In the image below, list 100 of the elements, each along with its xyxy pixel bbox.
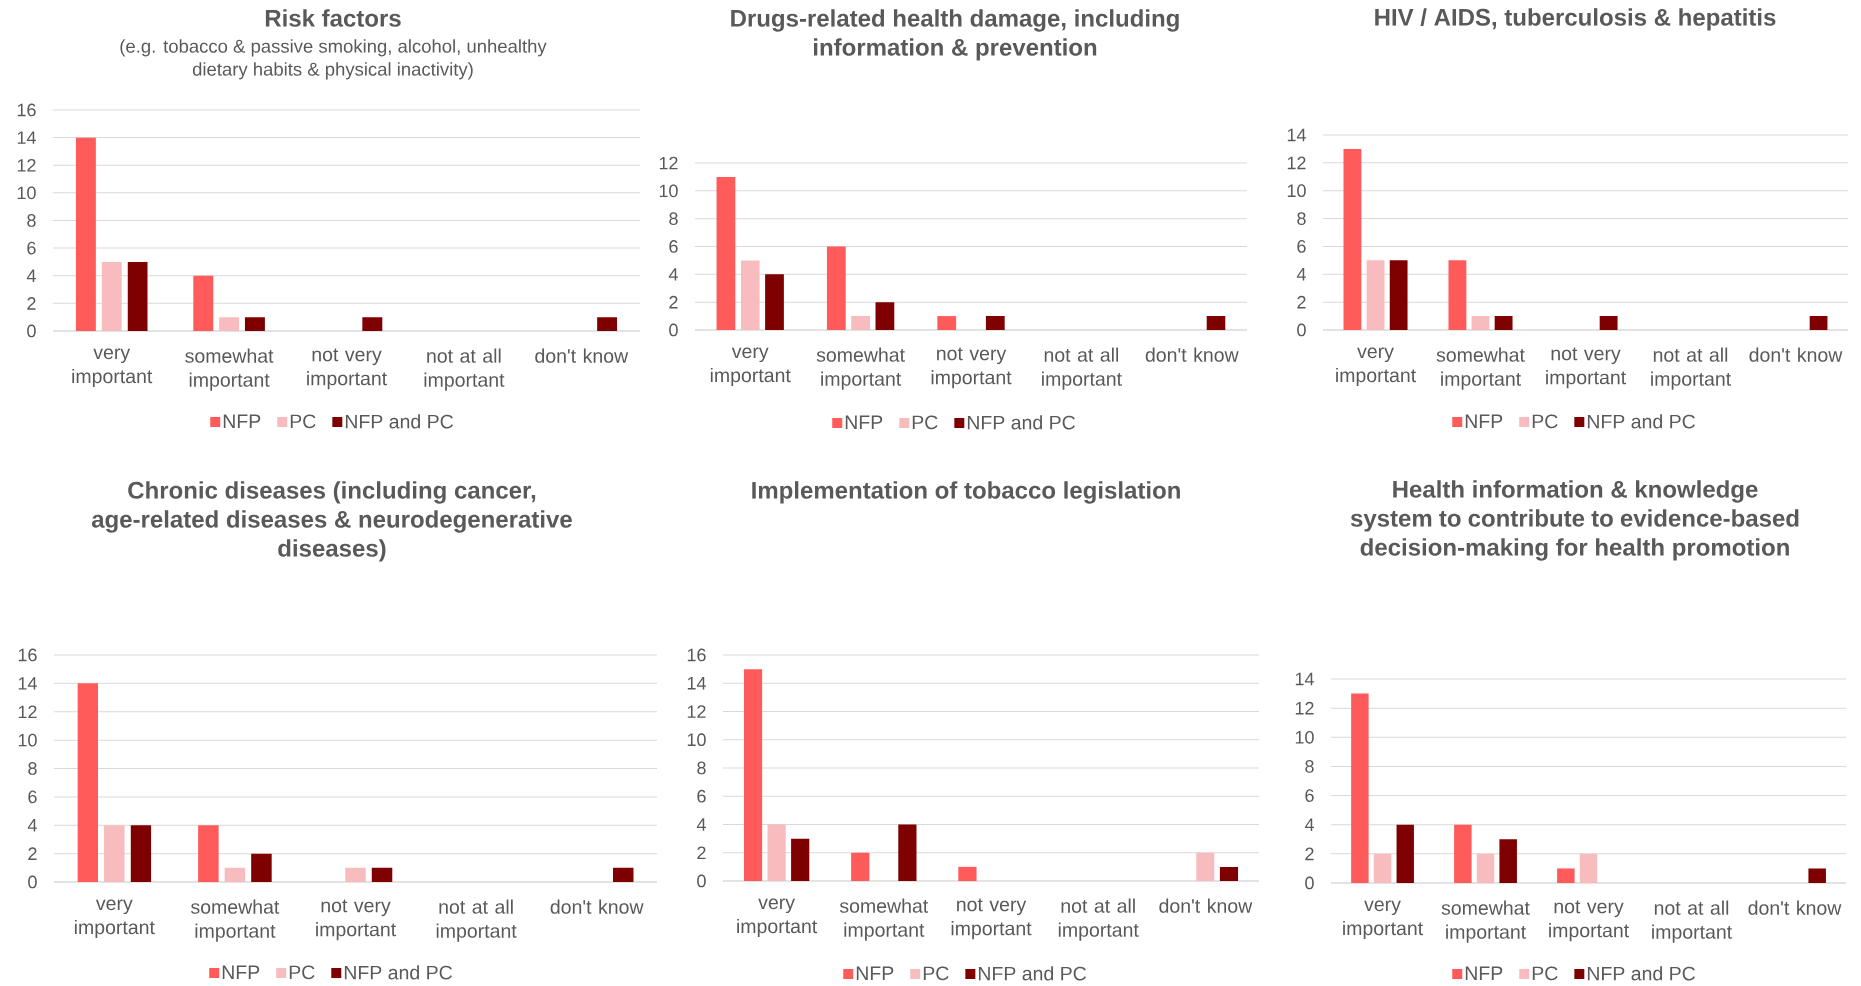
- y-tick-label: 4: [27, 819, 37, 832]
- bar: [193, 275, 214, 331]
- x-tick-label: somewhat important: [191, 899, 280, 942]
- y-tick-label: 16: [18, 648, 37, 662]
- x-tick-label: not very important: [951, 898, 1032, 940]
- bar: [1396, 824, 1414, 883]
- bar: [1579, 853, 1598, 883]
- x-tick-label: not very important: [316, 899, 396, 941]
- bar: [362, 317, 383, 331]
- x-tick-label: very important: [72, 348, 153, 388]
- y-tick-label: 2: [1297, 295, 1306, 309]
- y-tick-label: 8: [669, 212, 678, 226]
- bar: [1366, 260, 1385, 330]
- y-tick-label: 0: [669, 323, 678, 337]
- bar: [244, 317, 265, 331]
- y-tick-label: 6: [697, 789, 706, 803]
- bar: [1206, 316, 1226, 330]
- x-tick-label: don't know: [550, 899, 644, 914]
- legend-label: NFP: [223, 414, 261, 428]
- x-tick-label: don't know: [535, 348, 629, 363]
- x-tick-label: very important: [74, 899, 155, 939]
- y-tick-label: 16: [687, 648, 706, 662]
- x-tick-label: not very important: [307, 348, 387, 390]
- legend-label: NFP: [845, 415, 883, 429]
- y-tick-label: 14: [18, 677, 37, 690]
- y-tick-label: 4: [668, 268, 678, 281]
- x-tick-label: don't know: [1145, 347, 1239, 362]
- bar: [1389, 260, 1408, 330]
- legend-label: PC: [290, 414, 316, 429]
- bar: [937, 316, 957, 330]
- legend-label: NFP and PC: [345, 414, 453, 429]
- legend-label: NFP: [1465, 414, 1503, 428]
- y-tick-label: 4: [26, 269, 36, 282]
- legend-label: NFP: [222, 965, 260, 979]
- y-tick-label: 10: [18, 733, 37, 747]
- x-tick-label: not at all important: [424, 348, 505, 391]
- bar: [765, 274, 784, 330]
- y-tick-label: 10: [659, 184, 678, 198]
- bar: [371, 867, 393, 882]
- bar: [985, 316, 1005, 330]
- bar: [597, 317, 618, 331]
- y-tick-label: 12: [1295, 701, 1314, 715]
- x-tick-label: very important: [737, 898, 818, 938]
- bar: [251, 853, 272, 882]
- legend-label: PC: [923, 966, 949, 981]
- bar: [1196, 852, 1215, 881]
- x-tick-label: not very important: [1549, 900, 1629, 942]
- bar: [791, 838, 810, 881]
- x-tick-label: don't know: [1748, 900, 1842, 915]
- y-tick-label: 0: [28, 875, 37, 889]
- x-tick-label: not at all important: [1058, 898, 1139, 941]
- y-tick-label: 8: [1297, 212, 1306, 225]
- legend-label: PC: [289, 965, 315, 980]
- bar: [1454, 824, 1472, 883]
- y-tick-label: 2: [697, 846, 706, 860]
- y-tick-label: 6: [27, 241, 36, 255]
- legend-label: NFP: [856, 966, 894, 980]
- legend-label: NFP and PC: [1587, 966, 1696, 981]
- y-tick-label: 10: [17, 186, 36, 200]
- y-tick-label: 4: [696, 818, 706, 831]
- y-tick-label: 12: [18, 705, 37, 719]
- bar: [1557, 868, 1575, 883]
- bar: [219, 317, 240, 331]
- bar: [1808, 868, 1826, 883]
- bar: [898, 824, 917, 881]
- y-tick-label: 2: [27, 297, 36, 310]
- x-tick-label: very important: [1343, 900, 1423, 940]
- chart-title: Health information & knowledge system to contribute to evidence-based decision-making for health promotion: [1350, 480, 1799, 561]
- y-tick-label: 0: [697, 874, 706, 888]
- chart-title: Risk factors: [265, 9, 401, 27]
- bar: [1471, 316, 1490, 330]
- x-tick-label: somewhat important: [816, 347, 905, 390]
- legend-label: PC: [1532, 966, 1558, 981]
- y-tick-label: 12: [659, 156, 678, 170]
- y-tick-label: 12: [1287, 156, 1306, 170]
- y-tick-label: 14: [1295, 672, 1314, 686]
- x-tick-label: somewhat important: [1441, 900, 1530, 943]
- chart-title: Chronic diseases (including cancer, age-related diseases & neurodegenerative diseases): [91, 481, 572, 562]
- y-tick-label: 8: [28, 762, 37, 775]
- y-tick-label: 6: [669, 240, 678, 253]
- bar: [101, 261, 122, 331]
- bar: [77, 683, 99, 882]
- y-tick-label: 8: [1305, 760, 1314, 773]
- bar: [612, 867, 634, 882]
- bar: [1476, 853, 1495, 883]
- y-tick-label: 8: [697, 761, 706, 775]
- x-tick-label: somewhat important: [1436, 347, 1525, 390]
- bar: [851, 852, 870, 881]
- y-tick-label: 14: [17, 131, 36, 144]
- bar: [1373, 853, 1392, 883]
- y-tick-label: 0: [27, 324, 36, 338]
- bar: [1219, 866, 1239, 881]
- legend-label: PC: [1532, 414, 1558, 429]
- bar: [104, 825, 125, 882]
- y-tick-label: 2: [669, 295, 678, 309]
- bar: [958, 866, 977, 881]
- bar: [1809, 316, 1828, 330]
- legend-label: NFP and PC: [1587, 414, 1696, 429]
- y-tick-label: 16: [17, 103, 36, 117]
- bar: [716, 176, 736, 330]
